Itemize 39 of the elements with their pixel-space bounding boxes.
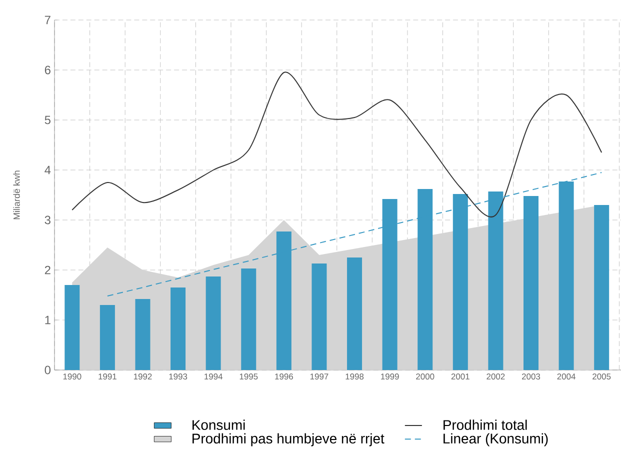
- x-tick-label: 1995: [240, 374, 258, 380]
- bar: [594, 205, 610, 370]
- x-tick-label: 1990: [63, 374, 82, 380]
- bar: [170, 288, 186, 370]
- bar: [312, 264, 327, 370]
- y-tick-label: 5: [44, 116, 50, 124]
- bar: [100, 305, 115, 370]
- y-tick-label: 1: [45, 316, 50, 324]
- bar: [524, 196, 538, 370]
- bar: [206, 276, 221, 370]
- y-axis-title: Miliardë kwh: [13, 170, 20, 220]
- y-tick-label: 6: [44, 66, 50, 74]
- y-tick-label: 2: [44, 266, 50, 274]
- x-tick-label: 1996: [275, 374, 293, 380]
- x-tick-label: 2002: [486, 374, 505, 380]
- y-tick-label: 7: [44, 16, 50, 24]
- x-tick-label: 1993: [169, 374, 188, 380]
- bar: [64, 285, 80, 370]
- x-tick-label: 1994: [204, 374, 223, 380]
- y-tick-label: 0: [44, 366, 51, 374]
- x-tick-label: 2000: [416, 374, 434, 380]
- x-tick-label: 1998: [346, 374, 364, 380]
- x-tick-label: 1997: [310, 374, 328, 380]
- x-tick-label: 1991: [98, 374, 116, 380]
- y-tick-label: 4: [44, 166, 51, 174]
- bar: [135, 299, 150, 370]
- y-tick-label: 3: [44, 216, 50, 224]
- x-tick-label: 2003: [522, 374, 540, 380]
- x-tick-label: 1992: [134, 374, 152, 380]
- x-tick-label: 2004: [557, 374, 576, 380]
- x-tick-label: 1999: [381, 374, 399, 380]
- legend-label: Linear (Konsumi): [444, 433, 548, 446]
- x-tick-label: 2001: [451, 374, 470, 380]
- bar: [347, 258, 362, 370]
- x-tick-label: 2005: [592, 374, 611, 380]
- legend-label: Konsumi: [192, 420, 245, 430]
- legend-label: Prodhimi pas humbjeve në rrjet: [192, 433, 384, 446]
- legend-label: Prodhimi total: [444, 420, 527, 430]
- bar: [241, 268, 256, 370]
